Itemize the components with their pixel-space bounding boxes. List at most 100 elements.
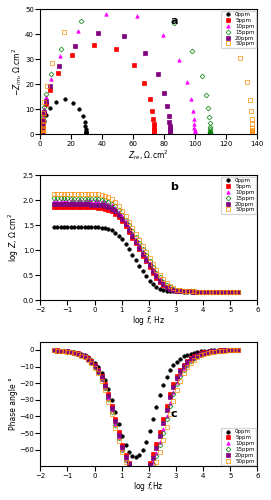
- 10ppm: [52, 348, 56, 354]
- 10ppm: [193, 128, 196, 134]
- 15ppm: [52, 196, 56, 202]
- 15ppm: [41, 130, 44, 136]
- 20ppm: [41, 132, 44, 138]
- 15ppm: [208, 131, 212, 137]
- 15ppm: [96, 369, 100, 375]
- 5ppm: [153, 132, 156, 138]
- 20ppm: [122, 33, 126, 39]
- 50ppm: [45, 83, 49, 89]
- 15ppm: [43, 104, 46, 110]
- 15ppm: [172, 20, 175, 26]
- 15ppm: [208, 130, 212, 136]
- 20ppm: [49, 83, 52, 89]
- 50ppm: [250, 131, 254, 137]
- 15ppm: [41, 131, 44, 137]
- 0ppm: [216, 288, 220, 294]
- 0ppm: [96, 364, 100, 370]
- 15ppm: [143, 0, 146, 6]
- 5ppm: [41, 126, 44, 132]
- 50ppm: [43, 100, 46, 105]
- 0ppm: [121, 236, 124, 242]
- 15ppm: [45, 90, 48, 96]
- 50ppm: [41, 132, 44, 138]
- 20ppm: [86, 356, 90, 362]
- 20ppm: [167, 112, 170, 118]
- 50ppm: [216, 288, 220, 294]
- 10ppm: [41, 132, 44, 138]
- 5ppm: [132, 62, 136, 68]
- 0ppm: [41, 132, 44, 138]
- 5ppm: [56, 70, 59, 75]
- 20ppm: [41, 132, 44, 138]
- 20ppm: [233, 347, 237, 353]
- 5ppm: [115, 46, 118, 52]
- 50ppm: [41, 131, 44, 137]
- 0ppm: [86, 224, 90, 230]
- 0ppm: [41, 132, 44, 138]
- 10ppm: [237, 347, 240, 353]
- 10ppm: [41, 130, 44, 136]
- 20ppm: [41, 131, 44, 137]
- 15ppm: [121, 212, 124, 218]
- Text: c: c: [170, 409, 177, 419]
- 5ppm: [153, 130, 156, 136]
- 0ppm: [41, 131, 44, 137]
- 50ppm: [41, 131, 44, 137]
- 0ppm: [233, 288, 237, 294]
- 5ppm: [41, 131, 44, 137]
- 50ppm: [41, 131, 44, 137]
- 10ppm: [52, 198, 56, 203]
- 15ppm: [60, 46, 63, 52]
- 15ppm: [233, 347, 237, 353]
- 50ppm: [96, 370, 100, 376]
- 15ppm: [41, 132, 44, 138]
- 0ppm: [96, 224, 100, 230]
- 0ppm: [237, 288, 240, 294]
- 15ppm: [233, 288, 237, 294]
- 0ppm: [84, 131, 88, 137]
- 50ppm: [41, 132, 44, 138]
- 20ppm: [41, 131, 44, 137]
- 20ppm: [41, 130, 44, 136]
- 15ppm: [207, 105, 210, 111]
- 0ppm: [84, 132, 88, 138]
- 10ppm: [193, 124, 196, 130]
- 10ppm: [193, 130, 196, 136]
- 10ppm: [59, 52, 62, 59]
- Text: a: a: [170, 16, 178, 26]
- 15ppm: [41, 131, 44, 137]
- 10ppm: [41, 132, 44, 138]
- Line: 0ppm: 0ppm: [41, 98, 88, 136]
- 0ppm: [41, 129, 44, 135]
- 20ppm: [41, 131, 44, 137]
- 20ppm: [52, 202, 56, 207]
- 20ppm: [41, 130, 44, 136]
- 50ppm: [250, 122, 253, 128]
- 20ppm: [41, 127, 44, 133]
- 15ppm: [191, 48, 194, 54]
- 20ppm: [168, 131, 171, 137]
- 0ppm: [84, 130, 88, 136]
- 5ppm: [153, 132, 156, 138]
- 5ppm: [41, 132, 44, 138]
- 50ppm: [250, 131, 254, 137]
- 20ppm: [168, 123, 171, 129]
- 10ppm: [220, 348, 223, 354]
- 5ppm: [153, 130, 156, 136]
- 0ppm: [41, 126, 44, 132]
- 50ppm: [233, 288, 237, 294]
- 15ppm: [109, 0, 112, 5]
- 15ppm: [42, 114, 45, 119]
- 0ppm: [78, 106, 81, 112]
- 5ppm: [148, 96, 151, 102]
- 20ppm: [57, 63, 60, 69]
- 5ppm: [121, 442, 124, 448]
- 10ppm: [41, 132, 44, 138]
- 10ppm: [41, 130, 44, 136]
- 15ppm: [41, 132, 44, 138]
- 5ppm: [86, 356, 90, 362]
- 15ppm: [41, 130, 44, 136]
- Legend: 0ppm, 5ppm, 10ppm, 15ppm, 20ppm, 50ppm: 0ppm, 5ppm, 10ppm, 15ppm, 20ppm, 50ppm: [221, 176, 256, 214]
- 20ppm: [41, 131, 44, 137]
- 15ppm: [237, 288, 240, 294]
